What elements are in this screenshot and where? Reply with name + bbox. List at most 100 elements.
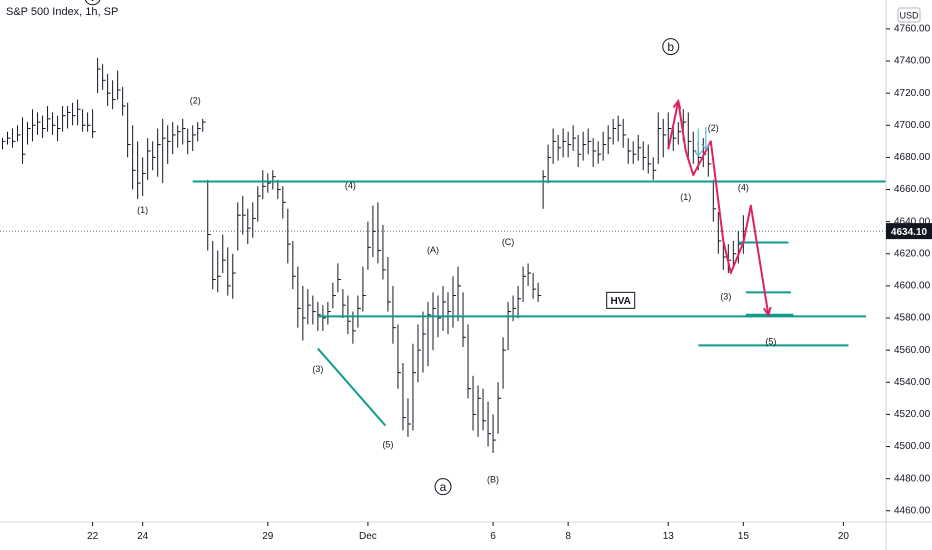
ohlc-bar (572, 125, 577, 151)
ohlc-bar (542, 170, 547, 209)
ohlc-bar (287, 208, 291, 264)
wave-label: (C) (502, 237, 515, 247)
ohlc-bar (402, 362, 406, 431)
ohlc-bar (392, 285, 396, 344)
x-tick-label: 15 (738, 531, 750, 542)
y-tick-label: 4460.00 (894, 505, 931, 516)
ohlc-bar (302, 285, 306, 341)
ohlc-bar (157, 128, 161, 177)
ohlc-bar (272, 170, 276, 190)
ohlc-bar (367, 221, 371, 270)
ohlc-bar (557, 134, 562, 161)
x-tick-label: 13 (663, 531, 675, 542)
ohlc-bar (487, 401, 492, 447)
ohlc-bar (657, 112, 662, 164)
ohlc-bar (652, 157, 657, 180)
ohlc-bar (382, 224, 386, 280)
y-tick-label: 4600.00 (894, 281, 931, 292)
ohlc-bar (672, 125, 677, 151)
ohlc-bar (337, 263, 341, 293)
ohlc-bar (492, 414, 497, 453)
y-tick-label: 4520.00 (894, 409, 931, 420)
ohlc-bar (242, 195, 246, 235)
ohlc-bar (612, 118, 617, 145)
y-tick-label: 4560.00 (894, 345, 931, 356)
ohlc-bar (132, 125, 136, 190)
ohlc-bar (12, 128, 16, 148)
ohlc-bar (262, 170, 266, 200)
ohlc-bar (142, 157, 146, 196)
ohlc-bar (417, 324, 421, 383)
ohlc-bar (322, 305, 326, 331)
ohlc-bar (562, 128, 567, 158)
y-tick-label: 4580.00 (894, 313, 931, 324)
ohlc-bar (252, 202, 256, 238)
ohlc-bar (472, 375, 477, 431)
wave-label: (2) (190, 96, 201, 106)
ohlc-bar (332, 282, 336, 309)
ohlc-bar (182, 118, 186, 145)
y-tick-label: 4700.00 (894, 120, 931, 131)
marker-arrow-head (701, 143, 711, 151)
ohlc-bar (247, 208, 251, 245)
ohlc-bar (292, 240, 296, 290)
ohlc-bar (482, 388, 487, 431)
ohlc-bar (447, 292, 452, 335)
ohlc-bar (467, 324, 472, 399)
ohlc-bar (47, 106, 51, 132)
ohlc-bar (297, 266, 301, 328)
x-tick-label: 22 (87, 531, 99, 542)
ohlc-bar (2, 138, 6, 150)
wave-label: (2) (708, 123, 719, 133)
ohlc-bar (732, 240, 737, 267)
x-tick-label: 24 (137, 531, 149, 542)
ohlc-bar (152, 141, 156, 171)
ohlc-bar (17, 125, 21, 142)
ohlc-bar (92, 109, 96, 139)
ohlc-bar (357, 295, 361, 328)
ohlc-bar (527, 263, 532, 286)
currency-label: USD (899, 10, 919, 20)
ohlc-bar (687, 112, 692, 158)
circled-label-ring (434, 478, 452, 496)
ohlc-bar (412, 343, 416, 431)
ohlc-bar (712, 179, 717, 222)
ohlc-bar (442, 285, 446, 331)
ohlc-bar (137, 141, 141, 200)
ohlc-bar (592, 138, 597, 168)
ohlc-bar (112, 80, 116, 110)
ohlc-bar (497, 382, 502, 434)
wave-label-layer: (2) (1) (4) (3) (5) (A) (C) (B) (2) (1) (4) (3) (5) v… (84, 0, 776, 496)
wave-label: (4) (738, 182, 749, 192)
ohlc-bar (232, 253, 236, 299)
y-tick-label: 4720.00 (894, 88, 931, 99)
ohlc-bar (692, 131, 697, 164)
ohlc-bar (107, 73, 111, 107)
projection-end-arrow (762, 306, 772, 318)
ohlc-bar (577, 134, 582, 168)
circled-label: b (667, 40, 674, 54)
currency-badge (897, 7, 921, 23)
ohlc-bar (282, 186, 286, 219)
wave-label: (1) (680, 192, 691, 202)
ohlc-bar (662, 118, 667, 158)
y-tick-label: 4540.00 (894, 377, 931, 388)
ohlc-bar (172, 122, 176, 155)
ohlc-bar (267, 173, 271, 193)
ohlc-bar (547, 144, 552, 184)
ohlc-bar (622, 118, 627, 148)
trend-line (317, 347, 387, 427)
ohlc-bar (432, 292, 436, 351)
circled-label-ring (662, 38, 680, 56)
ohlc-bar (207, 179, 211, 251)
ohlc-bar (507, 301, 512, 351)
ohlc-bar (202, 118, 206, 132)
ohlc-bar (707, 144, 712, 177)
y-tick-label: 4660.00 (894, 184, 931, 195)
circled-label-ring (84, 0, 101, 6)
ohlc-bar (57, 115, 61, 142)
ohlc-bar (422, 311, 426, 373)
ohlc-bar (257, 186, 261, 222)
wave-label: (3) (312, 364, 323, 374)
ohlc-bar (667, 112, 672, 148)
